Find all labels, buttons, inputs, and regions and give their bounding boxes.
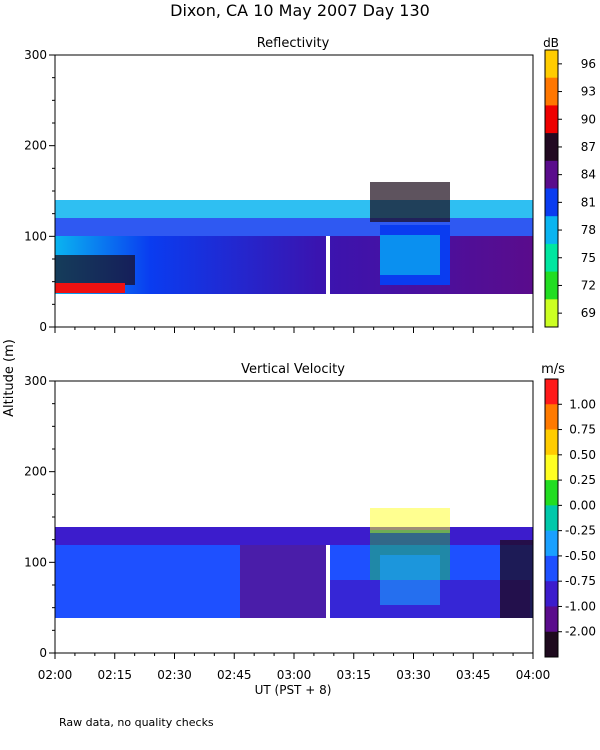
colorbar-swatch — [545, 454, 558, 481]
colorbar-frame — [544, 49, 559, 328]
colorbar-swatch — [545, 105, 558, 134]
colorbar-tick-label: 93 — [581, 85, 596, 99]
reflectivity-title: Reflectivity — [257, 36, 330, 51]
colorbar-swatch — [545, 160, 558, 189]
reflectivity-x-ticks — [54, 327, 534, 333]
y-tick-label: 300 — [24, 48, 47, 62]
x-tick-label: 04:00 — [516, 668, 551, 682]
reflectivity-colorbar-unit: dB — [543, 36, 559, 50]
colorbar-swatch — [545, 77, 558, 106]
colorbar-tick-label: 78 — [581, 223, 596, 237]
colorbar-tick-label: -0.75 — [565, 574, 596, 588]
colorbar-tick-label: 90 — [581, 112, 596, 126]
colorbar-swatch — [545, 505, 558, 532]
colorbar-swatch — [545, 188, 558, 217]
colorbar-swatch — [545, 379, 558, 405]
colorbar-tick-label: 84 — [581, 168, 596, 182]
footnote: Raw data, no quality checks — [59, 716, 214, 729]
y-tick-label: 200 — [24, 465, 47, 479]
velocity-heatmap — [55, 508, 533, 618]
colorbar-swatch — [545, 606, 558, 633]
x-tick-label: 03:15 — [336, 668, 371, 682]
x-tick-label: 03:30 — [396, 668, 431, 682]
velocity-colorbar-unit: m/s — [541, 362, 565, 377]
colorbar-swatch — [545, 555, 558, 582]
colorbar-swatch — [545, 631, 558, 658]
velocity-colorbar: 1.00 0.75 0.50 0.25 0.00 -0.25 -0.50 -0.75 -1.00… — [544, 378, 596, 658]
x-tick-label: 03:45 — [456, 668, 491, 682]
colorbar-tick-label: 75 — [581, 251, 596, 265]
colorbar-swatch — [545, 404, 558, 431]
colorbar-tick-label: 0.00 — [569, 498, 596, 512]
y-axis-label: Altitude (m) — [2, 339, 17, 417]
colorbar-swatch — [545, 243, 558, 273]
velocity-title: Vertical Velocity — [241, 362, 345, 377]
colorbar-swatch — [545, 429, 558, 456]
x-tick-label: 02:45 — [217, 668, 252, 682]
figure-title: Dixon, CA 10 May 2007 Day 130 — [170, 1, 430, 20]
y-tick-label: 100 — [24, 229, 47, 243]
reflectivity-heatmap — [55, 182, 533, 294]
colorbar-tick-label: 87 — [581, 140, 596, 154]
colorbar-swatch — [545, 271, 558, 300]
colorbar-tick-label: 96 — [581, 57, 596, 71]
colorbar-frame — [544, 378, 559, 658]
x-axis-label: UT (PST + 8) — [255, 683, 332, 697]
y-tick-label: 300 — [24, 374, 47, 388]
colorbar-tick-label: 0.25 — [569, 473, 596, 487]
colorbar-tick-label: 72 — [581, 278, 596, 292]
colorbar-swatch — [545, 216, 558, 245]
x-tick-label: 02:15 — [97, 668, 132, 682]
colorbar-tick-label: 69 — [581, 306, 596, 320]
y-tick-label: 100 — [24, 555, 47, 569]
colorbar-tick-label: 1.00 — [569, 397, 596, 411]
colorbar-tick-label: -0.25 — [565, 524, 596, 538]
reflectivity-panel: Reflectivity 0 100 200 300 96 93 90 87 84 81 78 75… — [24, 36, 596, 334]
colorbar-swatch — [545, 133, 558, 162]
colorbar-tick-label: -2.00 — [565, 625, 596, 639]
y-tick-label: 0 — [39, 646, 47, 660]
colorbar-swatch — [545, 530, 558, 557]
colorbar-tick-label: -1.00 — [565, 599, 596, 613]
colorbar-swatch — [545, 480, 558, 506]
colorbar-swatch — [545, 581, 558, 607]
reflectivity-colorbar: 96 93 90 87 84 81 78 75 72 69 — [544, 49, 596, 328]
x-tick-label: 02:30 — [157, 668, 192, 682]
colorbar-swatch — [545, 50, 558, 79]
velocity-y-ticks: 0 100 200 300 — [24, 374, 55, 660]
reflectivity-y-ticks: 0 100 200 300 — [24, 48, 55, 334]
colorbar-tick-label: -0.50 — [565, 549, 596, 563]
y-tick-label: 0 — [39, 320, 47, 334]
velocity-x-ticks: 02:00 02:15 02:30 02:45 03:00 03:15 03:30 03:45… — [38, 653, 551, 682]
x-tick-label: 03:00 — [277, 668, 312, 682]
x-tick-label: 02:00 — [38, 668, 73, 682]
colorbar-tick-label: 81 — [581, 195, 596, 209]
y-tick-label: 200 — [24, 139, 47, 153]
colorbar-swatch — [545, 299, 558, 328]
colorbar-tick-label: 0.50 — [569, 448, 596, 462]
colorbar-tick-label: 0.75 — [569, 423, 596, 437]
